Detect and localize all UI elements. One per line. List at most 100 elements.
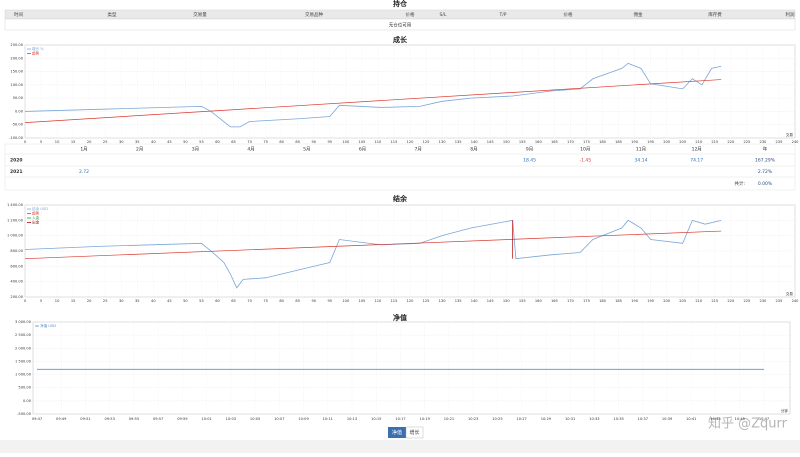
y-tick-label: 2 000.00 bbox=[15, 346, 32, 350]
month-header: 5月 bbox=[303, 147, 310, 153]
y-tick-label: 1 400.00 bbox=[7, 203, 24, 207]
legend-label: 净值 USD bbox=[40, 323, 56, 328]
tab-label[interactable]: 净值 bbox=[392, 429, 402, 436]
x-tick-label: 60 bbox=[215, 299, 220, 303]
x-tick-label: 55 bbox=[199, 299, 204, 303]
x-tick-label: 195 bbox=[647, 299, 654, 303]
x-tick-label: 80 bbox=[279, 140, 284, 144]
x-tick-label: 55 bbox=[199, 140, 204, 144]
x-tick-label: 170 bbox=[567, 299, 575, 303]
x-tick-label: 09:55 bbox=[129, 417, 139, 421]
x-tick-label: 10:31 bbox=[565, 417, 575, 421]
column-header: 价格 bbox=[564, 11, 573, 18]
x-tick-label: 25 bbox=[103, 299, 108, 303]
x-tick-label: 10:35 bbox=[613, 417, 623, 421]
month-header: 9月 bbox=[526, 147, 533, 153]
series-line bbox=[24, 62, 722, 128]
x-tick-label: 125 bbox=[423, 299, 430, 303]
plot-area bbox=[32, 321, 791, 415]
y-tick-label: 3 000.00 bbox=[15, 320, 32, 324]
x-tick-label: 10:25 bbox=[492, 417, 502, 421]
y-tick-label: 1 500.00 bbox=[15, 359, 32, 363]
x-tick-label: 20 bbox=[87, 299, 92, 303]
x-tick-label: 105 bbox=[358, 299, 365, 303]
legend-label: 入金 bbox=[32, 215, 40, 220]
total-label: 共计: bbox=[734, 180, 745, 187]
year-label: 2020 bbox=[10, 158, 23, 164]
x-tick-label: 09:47 bbox=[32, 417, 42, 421]
x-tick-label: 220 bbox=[727, 140, 735, 144]
y-tick-label: -500.00 bbox=[17, 412, 32, 416]
x-tick-label: 195 bbox=[647, 140, 654, 144]
x-tick-label: 150 bbox=[503, 140, 511, 144]
x-axis-label: 交易 bbox=[786, 132, 794, 137]
legend-label: 趋势 bbox=[32, 51, 40, 56]
x-tick-label: 120 bbox=[407, 299, 415, 303]
x-tick-label: 125 bbox=[423, 140, 430, 144]
growth-cell: 2.72% bbox=[758, 169, 773, 175]
x-tick-label: 09:49 bbox=[56, 417, 67, 421]
x-tick-label: 20 bbox=[87, 140, 92, 144]
x-tick-label: 155 bbox=[519, 140, 526, 144]
column-header: 交易量 bbox=[193, 11, 207, 18]
x-tick-label: 35 bbox=[135, 140, 140, 144]
tab[interactable] bbox=[405, 426, 424, 439]
x-tick-label: 10:23 bbox=[468, 417, 478, 421]
x-tick-label: 45 bbox=[167, 140, 172, 144]
growth-cell: 74.17 bbox=[690, 158, 703, 164]
growth-cell: 167.29% bbox=[755, 158, 776, 164]
x-tick-label: 235 bbox=[776, 140, 783, 144]
month-header: 10月 bbox=[580, 147, 590, 153]
chart-title: 净值 bbox=[393, 313, 407, 322]
x-tick-label: 10:33 bbox=[589, 417, 599, 421]
x-tick-label: 10:11 bbox=[323, 417, 333, 421]
x-tick-label: 30 bbox=[119, 299, 124, 303]
x-tick-label: 105 bbox=[358, 140, 365, 144]
x-tick-label: 190 bbox=[631, 299, 639, 303]
x-tick-label: 10:09 bbox=[298, 417, 309, 421]
y-tick-label: 200.00 bbox=[10, 56, 23, 60]
x-tick-label: 75 bbox=[263, 140, 268, 144]
x-tick-label: 110 bbox=[374, 299, 382, 303]
total-value: 0.00% bbox=[758, 181, 773, 187]
x-tick-label: 10:21 bbox=[444, 417, 454, 421]
y-tick-label: 250.00 bbox=[10, 43, 23, 47]
column-header: 价格 bbox=[406, 11, 415, 18]
x-tick-label: 130 bbox=[439, 140, 447, 144]
x-tick-label: 90 bbox=[311, 140, 316, 144]
x-tick-label: 10:29 bbox=[541, 417, 552, 421]
month-header: 1月 bbox=[80, 147, 87, 153]
x-tick-label: 135 bbox=[455, 140, 462, 144]
x-tick-label: 190 bbox=[631, 140, 639, 144]
x-tick-label: 10 bbox=[55, 299, 60, 303]
x-tick-label: 10:15 bbox=[371, 417, 381, 421]
x-tick-label: 40 bbox=[151, 299, 156, 303]
x-tick-label: 10:39 bbox=[662, 417, 673, 421]
x-tick-label: 10:27 bbox=[516, 417, 526, 421]
x-tick-label: 115 bbox=[391, 140, 398, 144]
tab-active[interactable] bbox=[388, 427, 406, 438]
x-tick-label: 10:01 bbox=[201, 417, 211, 421]
column-header: 交易品种 bbox=[305, 11, 323, 18]
x-tick-label: 70 bbox=[247, 299, 252, 303]
x-tick-label: 175 bbox=[583, 299, 590, 303]
column-header: 类型 bbox=[108, 11, 117, 18]
x-tick-label: 50 bbox=[183, 140, 188, 144]
x-tick-label: 10:07 bbox=[274, 417, 284, 421]
x-tick-label: 115 bbox=[391, 299, 398, 303]
x-tick-label: 205 bbox=[679, 140, 686, 144]
tab-label[interactable]: 增长 bbox=[409, 429, 419, 436]
x-tick-label: 210 bbox=[695, 299, 703, 303]
x-tick-label: 130 bbox=[439, 299, 447, 303]
x-tick-label: 230 bbox=[759, 299, 767, 303]
section-title: 持仓 bbox=[393, 0, 408, 8]
watermark: 知乎 @Zqurr bbox=[708, 416, 788, 432]
y-tick-label: 200.00 bbox=[10, 295, 23, 299]
x-tick-label: 120 bbox=[407, 140, 415, 144]
growth-cell: 18.45 bbox=[523, 158, 536, 164]
x-tick-label: 65 bbox=[231, 299, 236, 303]
legend-label: 趋势 bbox=[32, 211, 40, 216]
y-tick-label: 150.00 bbox=[10, 70, 23, 74]
